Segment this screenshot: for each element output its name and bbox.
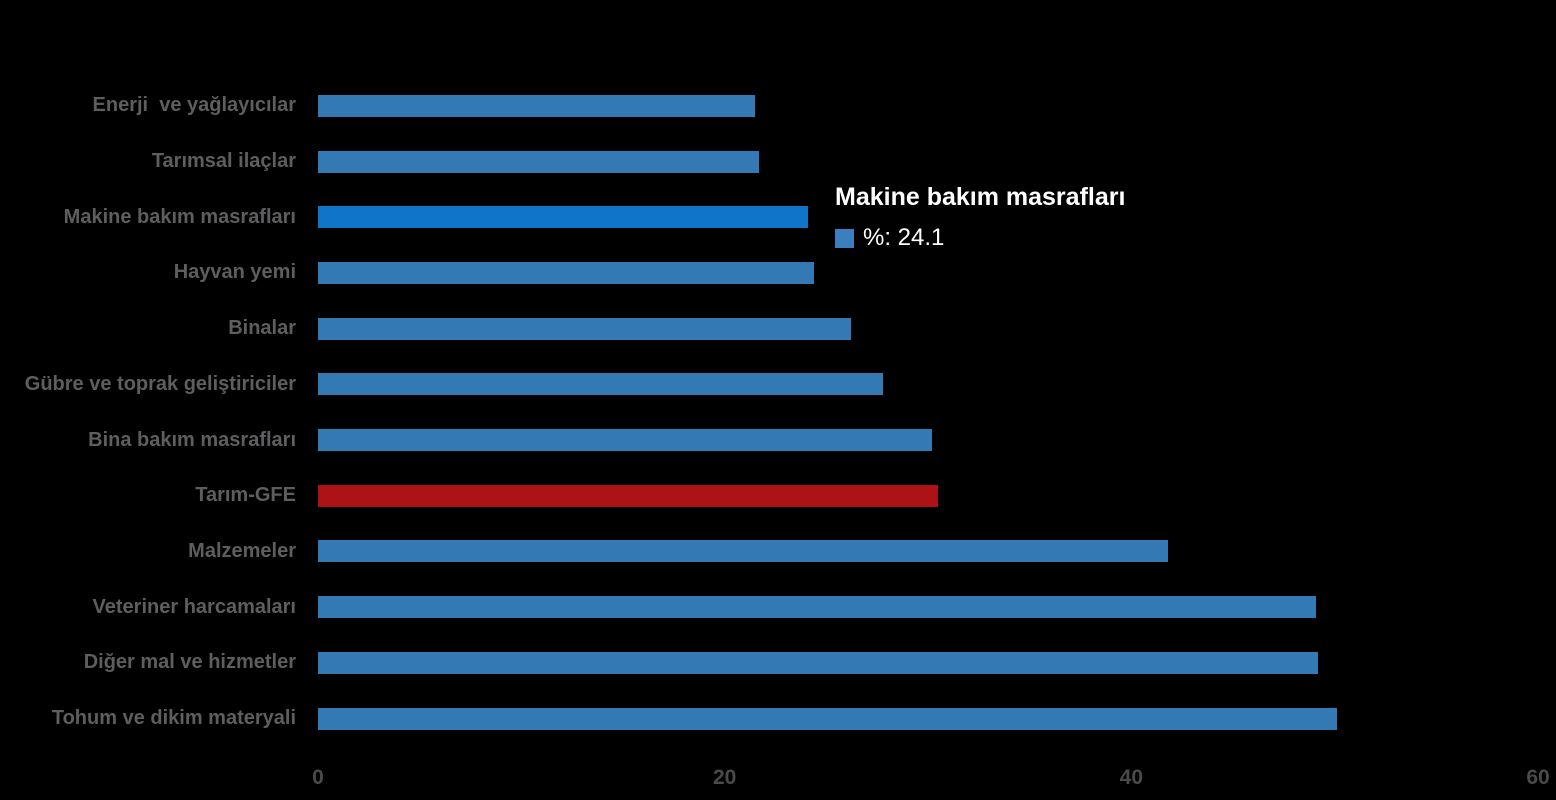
category-label: Veteriner harcamaları	[92, 595, 296, 618]
tooltip-series-swatch-icon	[835, 228, 854, 248]
bar[interactable]	[318, 651, 1319, 674]
bar[interactable]	[318, 94, 756, 117]
bar[interactable]	[318, 707, 1337, 730]
x-axis-tick-label: 0	[312, 766, 324, 789]
tooltip-title: Makine bakım masrafları	[835, 183, 1126, 211]
x-axis-tick-label: 60	[1526, 766, 1550, 789]
category-label: Tarımsal ilaçlar	[151, 150, 296, 173]
bar[interactable]	[318, 373, 884, 396]
bar[interactable]	[318, 596, 1317, 619]
bar[interactable]	[318, 317, 851, 340]
bar[interactable]	[318, 261, 815, 284]
tooltip-value: %: 24.1	[863, 224, 945, 251]
tooltip: Makine bakım masrafları %: 24.1	[835, 184, 1125, 252]
bar[interactable]	[318, 484, 939, 507]
x-axis-tick-label: 20	[712, 766, 737, 789]
bar[interactable]	[318, 206, 809, 229]
category-label: Enerji ve yağlayıcılar	[92, 94, 296, 117]
bar[interactable]	[318, 150, 760, 173]
x-axis-tick-label: 40	[1119, 766, 1144, 789]
category-label: Tarım-GFE	[195, 484, 296, 507]
category-label: Malzemeler	[188, 539, 296, 562]
category-label: Diğer mal ve hizmetler	[83, 651, 296, 674]
category-label: Binalar	[228, 317, 296, 340]
tooltip-value-row: %: 24.1	[835, 224, 1125, 252]
category-label: Gübre ve toprak geliştiriciler	[24, 372, 296, 395]
category-label: Bina bakım masrafları	[88, 428, 296, 451]
bar[interactable]	[318, 429, 933, 452]
bar[interactable]	[318, 540, 1168, 563]
category-label: Hayvan yemi	[173, 261, 296, 284]
category-label: Makine bakım masrafları	[63, 205, 296, 228]
category-label: Tohum ve dikim materyali	[51, 707, 296, 730]
